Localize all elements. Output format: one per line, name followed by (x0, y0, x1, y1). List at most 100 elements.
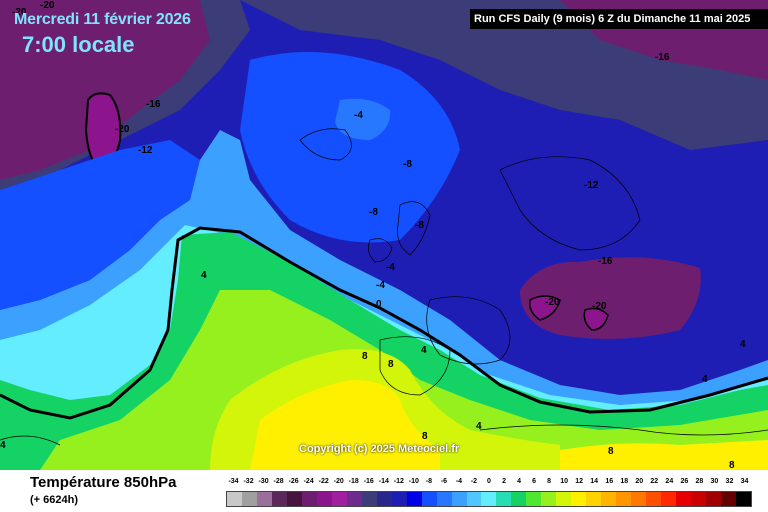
legend-label: 10 (560, 478, 569, 485)
legend-swatch (631, 492, 647, 506)
contour-label: -20 (115, 124, 130, 135)
legend-swatch (481, 492, 497, 506)
ireland-coast (368, 238, 393, 263)
legend-label: 16 (605, 478, 614, 485)
legend-labels: -34 -32 -30 -28 -26 -24 -22 -20 -18 -16 -14 -12 -10-… (226, 478, 752, 490)
legend-swatch (271, 492, 287, 506)
legend-label: 2 (502, 478, 506, 485)
legend-label: -22 (318, 478, 329, 485)
legend-label: 30 (710, 478, 719, 485)
forecast-time: 7:00 locale (22, 32, 135, 57)
legend-swatch (541, 492, 557, 506)
legend-swatch (466, 492, 482, 506)
north-africa-coast (479, 424, 768, 436)
contour-label: 8 (422, 431, 428, 442)
legend-swatch (241, 492, 257, 506)
legend-label: 34 (740, 478, 749, 485)
cold-core-europe-inner-1 (528, 295, 561, 321)
contour-label: 8 (729, 460, 735, 470)
legend-swatch (301, 492, 317, 506)
contour-label: -8 (403, 159, 412, 170)
legend-swatch (646, 492, 662, 506)
contour-label: -16 (655, 52, 670, 63)
legend-swatch (451, 492, 467, 506)
contour-label: -12 (138, 145, 153, 156)
contour-label: -20 (12, 7, 27, 18)
contour-label: 8 (608, 446, 614, 457)
cold-core-greenland (0, 0, 210, 180)
legend-label: 12 (575, 478, 584, 485)
legend-swatch (436, 492, 452, 506)
legend-label: -28 (273, 478, 284, 485)
legend-label: 14 (590, 478, 599, 485)
legend-label: -14 (378, 478, 389, 485)
legend-swatch (421, 492, 437, 506)
contour-label: 4 (702, 374, 708, 385)
legend-swatch (256, 492, 272, 506)
forecast-hour: (+ 6624h) (30, 494, 78, 506)
legend-swatch (376, 492, 392, 506)
contour-label: -20 (40, 0, 55, 11)
contour-label: 4 (740, 339, 746, 350)
contour-label: -12 (584, 180, 599, 191)
legend-label: 6 (532, 478, 537, 485)
contour-label: 4 (201, 270, 207, 281)
legend-swatch (511, 492, 527, 506)
contour-label: -8 (369, 207, 378, 218)
contour-label: 0 (376, 299, 382, 310)
blue-zone-atlantic (240, 52, 460, 243)
scandinavia-coast (499, 156, 641, 251)
legend-label: 8 (547, 478, 552, 485)
legend-label: -30 (258, 478, 269, 485)
legend-label: -18 (348, 478, 359, 485)
iberia-coast (379, 336, 451, 396)
legend-label: 20 (635, 478, 644, 485)
legend-label: -6 (440, 478, 448, 485)
color-legend (226, 491, 752, 507)
legend-swatch (586, 492, 602, 506)
map-title: Température 850hPa (30, 474, 177, 491)
zero-isotherm (0, 226, 768, 420)
west-coast (0, 435, 61, 446)
temperature-map: -20 -20 -16 -20 -12 -16 -4 -8 -8 -8 -12 … (0, 0, 768, 470)
legend-label: 4 (517, 478, 521, 485)
legend-label: -16 (363, 478, 374, 485)
legend-swatch (346, 492, 362, 506)
legend-swatch (361, 492, 377, 506)
legend-swatch (616, 492, 632, 506)
legend-swatch (706, 492, 721, 506)
legend-swatch (735, 492, 751, 506)
legend-label: -32 (243, 478, 254, 485)
contour-label: -4 (376, 280, 385, 291)
legend-label: -24 (303, 478, 314, 485)
legend-swatch (720, 492, 736, 506)
legend-label: 22 (650, 478, 659, 485)
warm-core-east (560, 440, 768, 470)
legend-label: -8 (425, 478, 432, 485)
legend-label: -10 (408, 478, 419, 485)
legend-swatch (331, 492, 347, 506)
legend-swatch (496, 492, 512, 506)
contour-label: 8 (362, 351, 368, 362)
legend-swatch (661, 492, 677, 506)
contour-label: -8 (415, 220, 424, 231)
cold-core-europe (520, 257, 701, 339)
british-isles-coast (397, 201, 431, 256)
contour-label: 8 (388, 359, 394, 370)
copyright: Copyright (c) 2025 Meteociel.fr (299, 443, 460, 455)
legend-swatch (406, 492, 422, 506)
cold-core-europe-inner-2 (583, 307, 609, 331)
legend-label: 26 (680, 478, 689, 485)
legend-swatch (391, 492, 407, 506)
legend-label: -34 (228, 478, 239, 485)
legend-label: -26 (288, 478, 299, 485)
legend-swatch (286, 492, 302, 506)
contour-label: -4 (386, 262, 395, 273)
blue-core-iceland (335, 98, 391, 140)
legend-swatch (601, 492, 617, 506)
contour-label: -20 (592, 301, 607, 312)
legend-label: -2 (470, 478, 478, 485)
legend-swatch (676, 492, 692, 506)
legend-swatch (691, 492, 706, 506)
contour-label: -16 (598, 256, 613, 267)
